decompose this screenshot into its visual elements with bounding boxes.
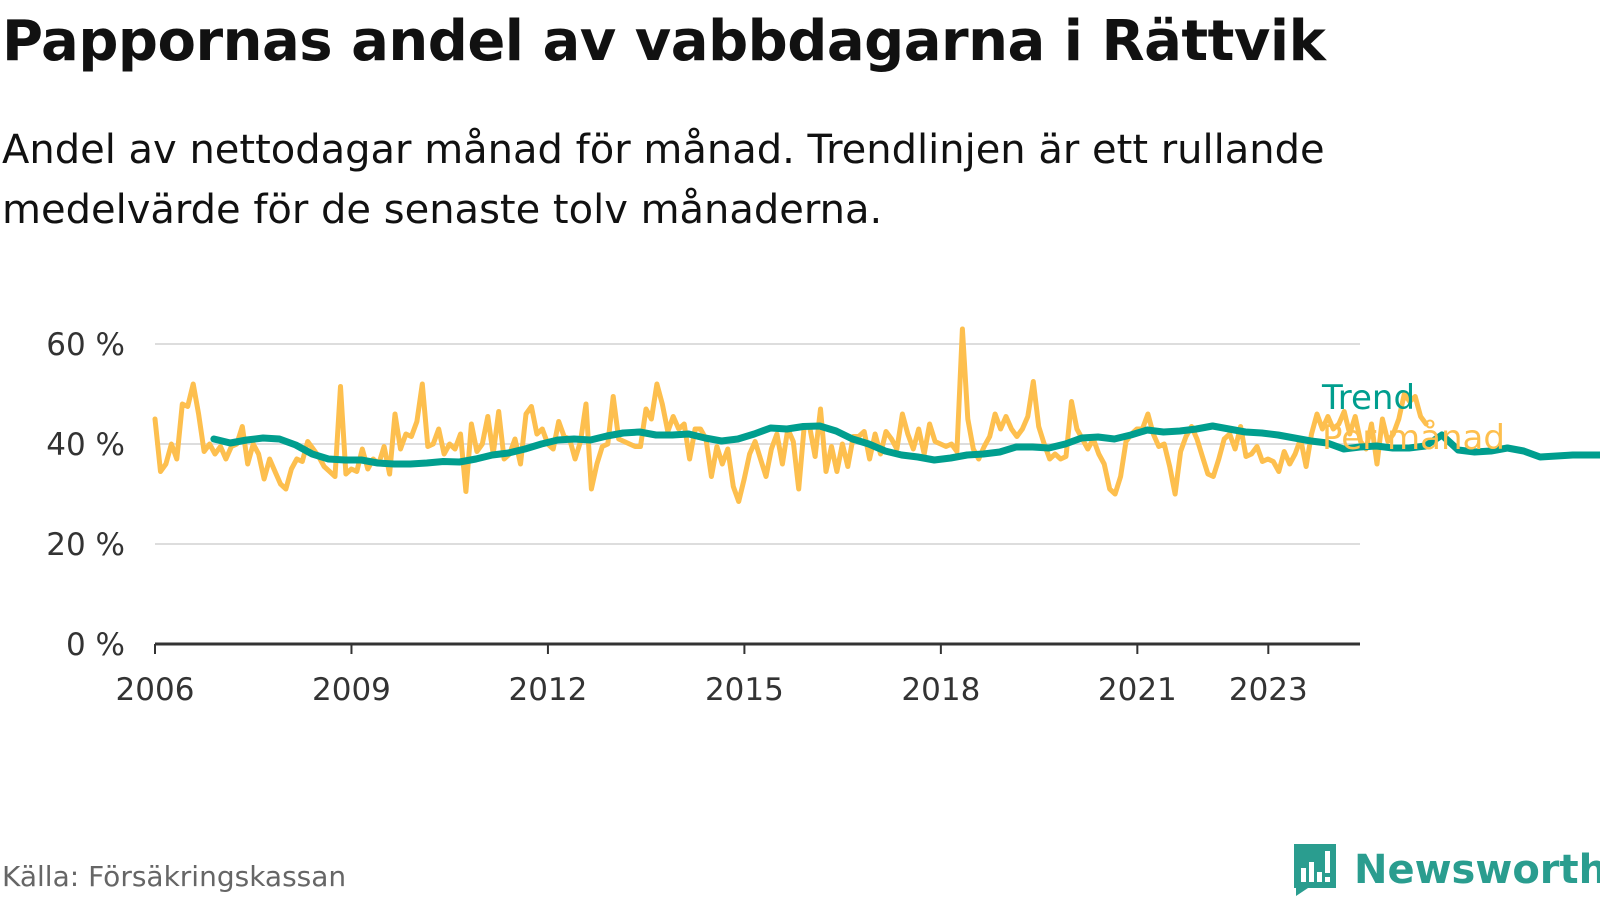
source-note: Källa: Försäkringskassan xyxy=(2,860,347,893)
x-tick-label: 2012 xyxy=(508,672,587,708)
y-tick-label: 20 % xyxy=(46,527,125,563)
x-tick-label: 2021 xyxy=(1098,672,1177,708)
y-tick-label: 40 % xyxy=(46,427,125,463)
legend-label-per-manad: Per månad xyxy=(1322,418,1505,458)
y-tick-label: 0 % xyxy=(66,627,125,663)
x-axis-ticks xyxy=(154,644,1270,654)
series-line-per-manad xyxy=(152,326,1429,504)
line-chart: 0 % 20 % 40 % 60 % 2006 2009 2012 2015 2018 2021… xyxy=(46,326,1600,708)
series-line-trend xyxy=(210,422,1600,468)
x-tick-label: 2006 xyxy=(116,672,195,708)
brand-logo: Newsworthy xyxy=(1290,842,1600,898)
newsworthy-logo-icon xyxy=(1294,844,1336,896)
y-axis-labels: 0 % 20 % 40 % 60 % xyxy=(46,327,125,663)
y-tick-label: 60 % xyxy=(46,327,125,363)
chart-title: Pappornas andel av vabbdagarna i Rättvik xyxy=(2,9,1326,74)
brand-name: Newsworthy xyxy=(1354,847,1600,893)
chart-subtitle: Andel av nettodagar månad för månad. Tre… xyxy=(2,127,1325,233)
x-axis-labels: 2006 2009 2012 2015 2018 2021 2023 xyxy=(116,672,1308,708)
x-tick-label: 2009 xyxy=(312,672,391,708)
x-tick-label: 2015 xyxy=(705,672,784,708)
x-tick-label: 2018 xyxy=(901,672,980,708)
x-tick-label: 2023 xyxy=(1229,672,1308,708)
legend-label-trend: Trend xyxy=(1321,378,1415,418)
